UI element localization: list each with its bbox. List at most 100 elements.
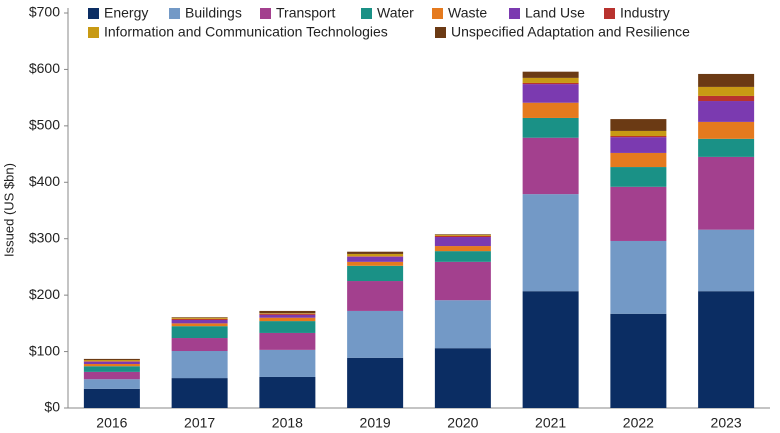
bar-segment [259, 332, 316, 350]
x-tick-label: 2022 [623, 415, 654, 431]
y-tick-label: $100 [29, 342, 60, 358]
bar-segment [610, 186, 667, 241]
bar-segment [171, 326, 228, 339]
bar-segment [698, 101, 755, 122]
bar-segment [434, 237, 491, 247]
x-tick-label: 2021 [535, 415, 566, 431]
bar-segment [83, 358, 140, 361]
bar-segment [83, 361, 140, 364]
bar-segment [259, 376, 316, 408]
bar-segment [171, 338, 228, 352]
bar-segment [171, 317, 228, 319]
bar-segment [171, 317, 228, 318]
bar-segment [83, 366, 140, 372]
bar-segment [83, 388, 140, 408]
y-tick-label: $300 [29, 229, 60, 245]
bar-segment [434, 300, 491, 349]
bar-segment [259, 349, 316, 377]
bar-segment [522, 117, 579, 138]
legend-label: Industry [620, 5, 670, 21]
y-tick-label: $0 [44, 399, 60, 415]
bar-segment [83, 360, 140, 362]
legend-swatch [509, 8, 520, 19]
bar-segment [171, 378, 228, 408]
bar-segment [698, 156, 755, 230]
x-tick-label: 2019 [360, 415, 391, 431]
bar-segment [259, 314, 316, 318]
bar-segment [171, 323, 228, 327]
y-tick-label: $700 [29, 4, 60, 20]
legend-label: Unspecified Adaptation and Resilience [451, 24, 690, 40]
bar-segment [83, 361, 140, 362]
bar-segment [171, 319, 228, 324]
bar-segment [610, 136, 667, 138]
legend-label: Land Use [525, 5, 585, 21]
bar-segment [347, 256, 404, 257]
bar-segment [347, 256, 404, 262]
bar-segment [698, 95, 755, 102]
bar-segment [347, 357, 404, 408]
bar-segment [610, 152, 667, 168]
bar-segment [347, 310, 404, 358]
y-tick-label: $500 [29, 117, 60, 133]
legend-label: Buildings [185, 5, 242, 21]
bar-segment [259, 321, 316, 333]
bar-segment [259, 317, 316, 322]
bar-segment [259, 310, 316, 314]
bar-segment [610, 167, 667, 187]
legend-swatch [260, 8, 271, 19]
legend-swatch [169, 8, 180, 19]
bar-segment [434, 246, 491, 252]
x-tick-label: 2023 [711, 415, 742, 431]
legend-label: Waste [448, 5, 487, 21]
bar-segment [522, 82, 579, 85]
bar-segment [522, 194, 579, 292]
bar-segment [171, 351, 228, 379]
bar-segment [83, 363, 140, 367]
legend-swatch [361, 8, 372, 19]
bar-segment [610, 119, 667, 131]
bar-segment [522, 291, 579, 408]
y-tick-label: $200 [29, 286, 60, 302]
x-tick-label: 2020 [447, 415, 478, 431]
bar-segment [610, 240, 667, 314]
legend-label: Information and Communication Technologi… [104, 24, 388, 40]
bar-segment [434, 251, 491, 262]
bar-segment [698, 291, 755, 408]
bar-segment [434, 234, 491, 235]
legend-swatch [435, 27, 446, 38]
bar-segment [347, 261, 404, 266]
bar-segment [259, 313, 316, 314]
bar-segment [610, 137, 667, 153]
y-axis-label: Issued (US $bn) [1, 163, 16, 257]
bar-segment [434, 234, 491, 236]
bar-segment [171, 318, 228, 320]
x-tick-label: 2016 [96, 415, 127, 431]
legend-swatch [432, 8, 443, 19]
x-tick-label: 2018 [272, 415, 303, 431]
bar-segment [522, 77, 579, 83]
y-tick-label: $600 [29, 60, 60, 76]
bar-segment [522, 102, 579, 118]
bar-segment [522, 71, 579, 78]
bar-segment [522, 137, 579, 195]
legend-swatch [88, 27, 99, 38]
bar-segment [434, 235, 491, 238]
legend-label: Water [377, 5, 414, 21]
bar-segment [347, 281, 404, 311]
legend-swatch [88, 8, 99, 19]
bar-segment [347, 251, 404, 254]
legend-label: Transport [276, 5, 336, 21]
bar-segment [347, 265, 404, 282]
legend-swatch [604, 8, 615, 19]
bar-segment [610, 313, 667, 408]
bar-segment [698, 138, 755, 157]
bar-segment [83, 371, 140, 380]
bar-segment [698, 229, 755, 292]
bar-segment [698, 121, 755, 139]
legend-label: Energy [104, 5, 148, 21]
bar-segment [698, 73, 755, 87]
bar-segment [434, 261, 491, 301]
bar-segment [347, 253, 404, 257]
